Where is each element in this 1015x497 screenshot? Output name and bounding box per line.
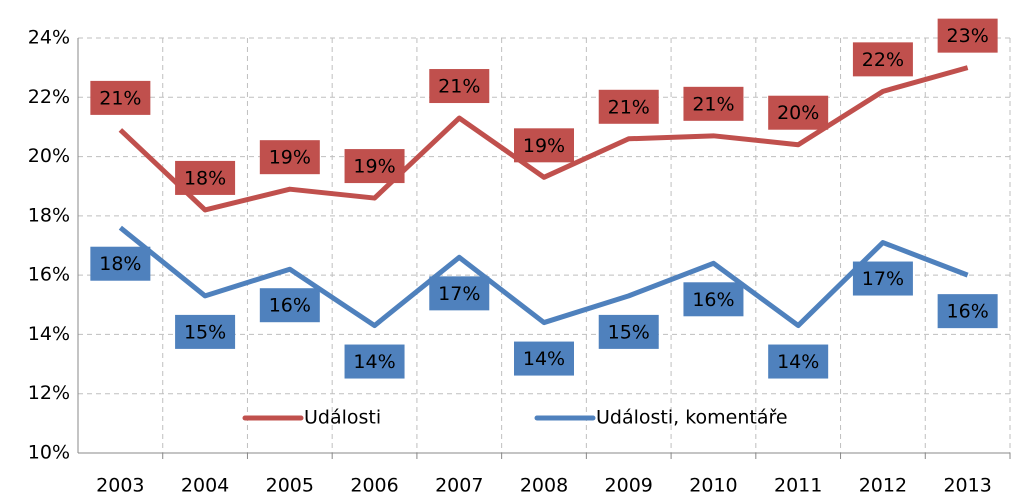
- data-label: 18%: [184, 167, 226, 189]
- data-label: 21%: [608, 96, 650, 118]
- data-label: 23%: [947, 25, 989, 47]
- data-label: 14%: [777, 351, 819, 373]
- data-label: 15%: [608, 321, 650, 343]
- data-label-box: [768, 344, 829, 379]
- x-tick-label: 2005: [266, 475, 314, 497]
- data-label-box: [852, 42, 913, 77]
- data-label-box: [259, 288, 320, 323]
- y-tick-label: 22%: [28, 86, 70, 108]
- data-label-box: [598, 314, 659, 349]
- data-label: 14%: [353, 351, 395, 373]
- y-tick-label: 18%: [28, 204, 70, 226]
- x-tick-label: 2012: [859, 475, 907, 497]
- legend-label: Události: [304, 407, 381, 429]
- data-label-box: [683, 86, 744, 121]
- data-label-box: [90, 80, 151, 115]
- data-label: 22%: [862, 49, 904, 71]
- data-label: 19%: [269, 147, 311, 169]
- data-label-box: [90, 246, 151, 281]
- data-label-box: [598, 89, 659, 124]
- y-tick-label: 16%: [28, 264, 70, 286]
- data-label: 16%: [947, 301, 989, 323]
- x-tick-label: 2010: [689, 475, 737, 497]
- data-label: 21%: [692, 93, 734, 115]
- data-label-box: [344, 344, 405, 379]
- series-line: [118, 225, 969, 329]
- data-label: 19%: [353, 156, 395, 178]
- data-label-box: [768, 95, 829, 130]
- data-label: 19%: [523, 135, 565, 157]
- x-tick-label: 2008: [520, 475, 568, 497]
- data-label-box: [259, 140, 320, 175]
- data-label: 17%: [862, 268, 904, 290]
- data-label-box: [937, 18, 998, 53]
- x-tick-label: 2013: [943, 475, 991, 497]
- data-label: 20%: [777, 102, 819, 124]
- x-tick-label: 2003: [96, 475, 144, 497]
- data-label: 18%: [99, 253, 141, 275]
- data-label: 17%: [438, 283, 480, 305]
- data-label-box: [514, 341, 574, 376]
- legend-label: Události, komentáře: [596, 407, 788, 429]
- data-label-box: [852, 261, 913, 296]
- data-label: 16%: [692, 289, 734, 311]
- data-label: 14%: [523, 348, 565, 370]
- data-label-box: [429, 276, 490, 311]
- data-label: 21%: [438, 76, 480, 98]
- data-label-box: [937, 294, 998, 329]
- x-tick-label: 2004: [181, 475, 229, 497]
- data-label-box: [175, 314, 236, 349]
- data-label-box: [683, 282, 744, 317]
- x-tick-label: 2011: [774, 475, 822, 497]
- y-tick-label: 20%: [28, 145, 70, 167]
- data-label-box: [429, 69, 490, 104]
- data-label-box: [175, 160, 236, 195]
- y-tick-label: 24%: [28, 27, 70, 49]
- x-tick-label: 2009: [605, 475, 653, 497]
- x-tick-label: 2006: [350, 475, 398, 497]
- data-label: 15%: [184, 321, 226, 343]
- y-tick-label: 14%: [28, 323, 70, 345]
- data-label: 21%: [99, 87, 141, 109]
- data-label: 16%: [269, 295, 311, 317]
- data-label-box: [514, 128, 574, 163]
- y-tick-label: 10%: [28, 442, 70, 464]
- data-label-box: [344, 149, 405, 184]
- y-tick-label: 12%: [28, 382, 70, 404]
- x-tick-label: 2007: [435, 475, 483, 497]
